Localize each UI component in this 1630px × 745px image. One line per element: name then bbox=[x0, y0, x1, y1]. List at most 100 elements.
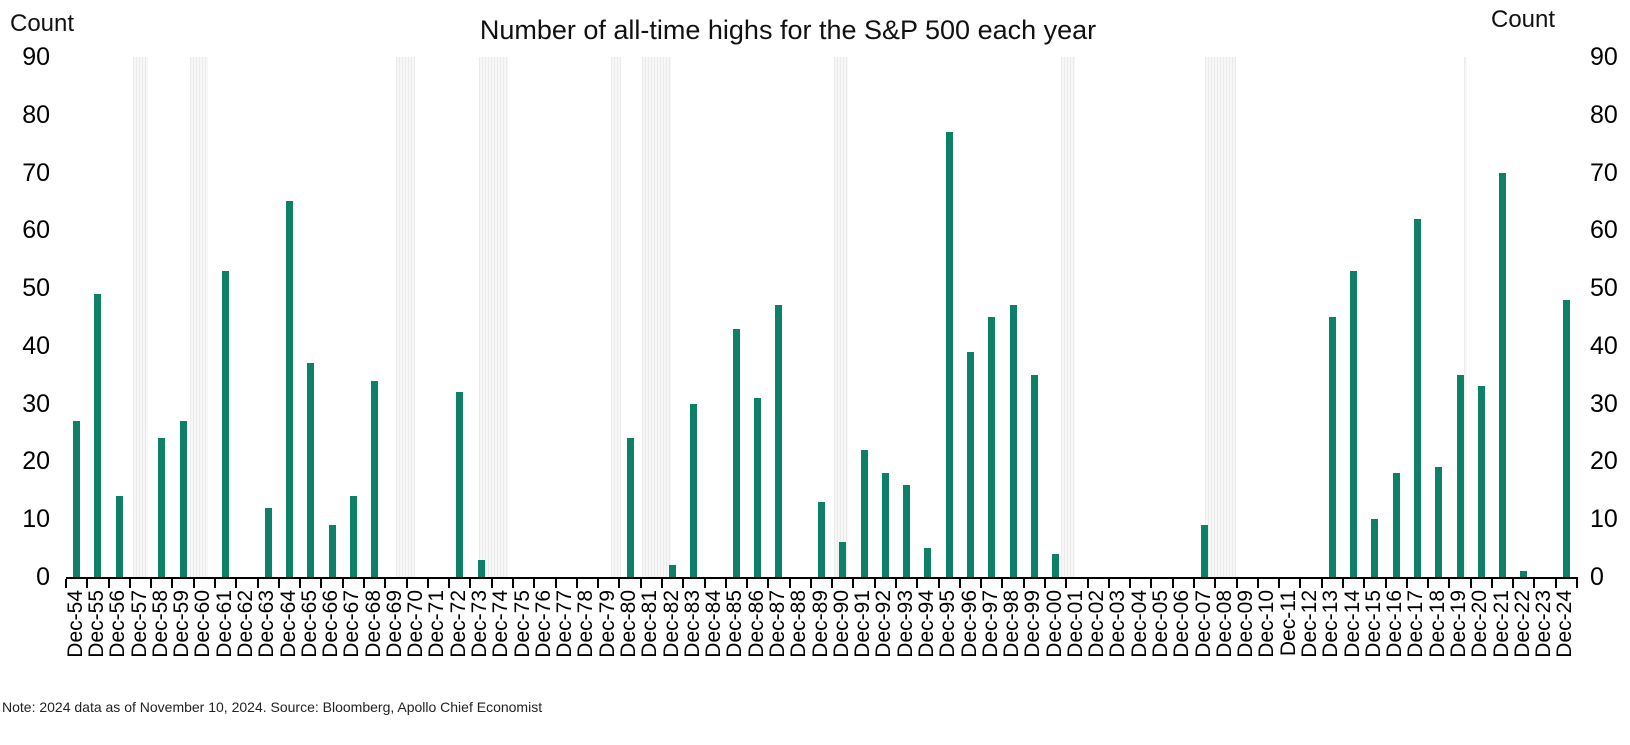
bar-dec-91 bbox=[860, 449, 868, 577]
x-tick bbox=[554, 579, 557, 588]
x-label-dec-92: Dec-92 bbox=[872, 590, 896, 658]
x-label-dec-24: Dec-24 bbox=[1553, 590, 1577, 658]
x-label-dec-22: Dec-22 bbox=[1510, 590, 1534, 658]
x-tick bbox=[746, 579, 748, 588]
x-label-dec-16: Dec-16 bbox=[1383, 590, 1407, 658]
x-label-dec-03: Dec-03 bbox=[1106, 590, 1130, 658]
x-tick bbox=[511, 579, 514, 588]
recession-1981-82-band bbox=[642, 57, 671, 577]
bar-dec-97 bbox=[988, 317, 996, 577]
x-label-dec-11: Dec-11 bbox=[1276, 590, 1300, 657]
y-tick-right-70: 70 bbox=[1590, 158, 1618, 187]
recession-2007-09-band bbox=[1204, 57, 1237, 577]
x-tick bbox=[575, 579, 578, 588]
x-tick bbox=[533, 579, 536, 588]
x-tick bbox=[1022, 579, 1025, 588]
x-tick bbox=[1192, 579, 1195, 588]
y-tick-right-10: 10 bbox=[1590, 505, 1618, 534]
bar-dec-73 bbox=[477, 559, 485, 577]
y-tick-left-20: 20 bbox=[22, 447, 50, 476]
x-tick bbox=[1171, 579, 1174, 588]
x-label-dec-93: Dec-93 bbox=[893, 590, 917, 658]
x-tick bbox=[1363, 579, 1366, 588]
y-tick-left-80: 80 bbox=[22, 100, 50, 129]
bar-dec-99 bbox=[1030, 374, 1038, 577]
x-tick bbox=[1469, 579, 1472, 588]
bar-dec-83 bbox=[690, 403, 698, 577]
x-tick bbox=[171, 579, 174, 588]
x-label-dec-18: Dec-18 bbox=[1425, 590, 1449, 658]
x-label-dec-87: Dec-87 bbox=[765, 590, 789, 658]
x-tick bbox=[958, 579, 961, 588]
bar-dec-67 bbox=[349, 496, 357, 577]
bar-dec-95 bbox=[945, 132, 953, 577]
x-tick bbox=[128, 579, 131, 588]
x-label-dec-96: Dec-96 bbox=[957, 590, 981, 658]
bar-dec-87 bbox=[775, 305, 783, 577]
x-label-dec-06: Dec-06 bbox=[1170, 590, 1194, 658]
bar-dec-15 bbox=[1371, 519, 1379, 577]
x-tick bbox=[384, 579, 387, 588]
x-tick bbox=[1299, 579, 1302, 588]
bar-dec-59 bbox=[179, 421, 187, 577]
x-label-dec-94: Dec-94 bbox=[914, 590, 938, 658]
x-tick bbox=[809, 579, 812, 588]
x-label-dec-91: Dec-91 bbox=[851, 590, 875, 658]
bar-dec-93 bbox=[903, 484, 911, 577]
bar-dec-56 bbox=[115, 496, 123, 577]
y-tick-right-0: 0 bbox=[1590, 563, 1604, 591]
x-label-dec-23: Dec-23 bbox=[1532, 590, 1556, 658]
x-tick bbox=[277, 579, 280, 588]
x-label-dec-20: Dec-20 bbox=[1468, 590, 1492, 658]
x-label-dec-99: Dec-99 bbox=[1021, 590, 1045, 658]
x-tick bbox=[1405, 579, 1408, 588]
x-label-dec-85: Dec-85 bbox=[723, 590, 747, 658]
x-label-dec-05: Dec-05 bbox=[1149, 590, 1172, 658]
bar-dec-65 bbox=[307, 363, 315, 577]
x-tick bbox=[852, 579, 855, 588]
x-label-dec-54: Dec-54 bbox=[63, 590, 87, 658]
bar-dec-13 bbox=[1328, 317, 1336, 577]
recession-1960-61-band bbox=[190, 57, 208, 577]
x-label-dec-67: Dec-67 bbox=[340, 590, 364, 658]
x-tick bbox=[426, 579, 429, 588]
x-label-dec-84: Dec-84 bbox=[702, 590, 726, 658]
x-label-dec-21: Dec-21 bbox=[1489, 590, 1513, 658]
x-tick bbox=[1490, 579, 1493, 588]
x-label-dec-71: Dec-71 bbox=[425, 590, 449, 658]
x-tick bbox=[916, 579, 919, 588]
x-label-dec-65: Dec-65 bbox=[297, 590, 321, 658]
x-label-dec-58: Dec-58 bbox=[148, 590, 172, 658]
x-label-dec-08: Dec-08 bbox=[1212, 590, 1236, 658]
x-tick bbox=[1235, 579, 1238, 588]
x-tick bbox=[1044, 579, 1046, 588]
x-label-dec-82: Dec-82 bbox=[659, 590, 683, 658]
bar-dec-24 bbox=[1562, 299, 1570, 577]
x-tick bbox=[299, 579, 302, 588]
x-label-dec-88: Dec-88 bbox=[787, 590, 811, 658]
x-tick bbox=[1554, 579, 1557, 588]
bar-dec-68 bbox=[371, 380, 379, 577]
x-label-dec-00: Dec-00 bbox=[1042, 590, 1066, 658]
x-tick bbox=[362, 579, 365, 588]
x-tick bbox=[597, 579, 599, 588]
recession-2020-band bbox=[1463, 57, 1467, 577]
x-label-dec-75: Dec-75 bbox=[510, 590, 534, 658]
bar-dec-18 bbox=[1435, 467, 1443, 577]
bar-dec-22 bbox=[1520, 571, 1528, 577]
x-tick bbox=[150, 579, 153, 588]
bar-dec-55 bbox=[94, 293, 102, 577]
bar-dec-00 bbox=[1052, 553, 1060, 577]
y-tick-left-10: 10 bbox=[22, 505, 50, 534]
y-tick-left-0: 0 bbox=[36, 563, 50, 591]
x-tick bbox=[405, 579, 408, 588]
x-tick bbox=[1129, 579, 1132, 588]
x-tick bbox=[1533, 579, 1536, 588]
x-label-dec-78: Dec-78 bbox=[574, 590, 598, 658]
x-tick bbox=[107, 579, 110, 588]
x-label-dec-12: Dec-12 bbox=[1298, 590, 1321, 658]
bar-dec-85 bbox=[732, 328, 740, 577]
x-label-dec-80: Dec-80 bbox=[617, 590, 640, 658]
x-label-dec-70: Dec-70 bbox=[404, 590, 428, 658]
